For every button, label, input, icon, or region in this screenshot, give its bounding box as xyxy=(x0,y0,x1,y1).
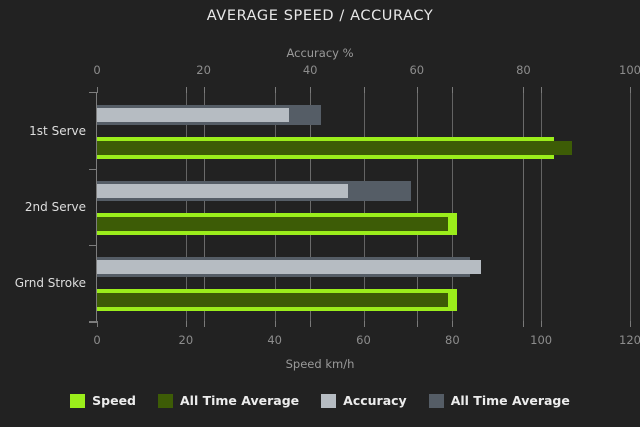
plot-area xyxy=(97,93,630,321)
bar-accuracy xyxy=(97,184,348,198)
legend-swatch-icon xyxy=(321,393,337,408)
tick-mark xyxy=(186,321,187,327)
bar-speed-all-time-average xyxy=(97,217,448,231)
tick-mark xyxy=(417,87,418,93)
tick-mark xyxy=(523,321,524,327)
legend-label: Accuracy xyxy=(343,393,407,408)
tick-mark xyxy=(452,321,453,327)
tick-mark xyxy=(364,87,365,93)
category-separator-tick xyxy=(89,321,97,322)
tick-label: 80 xyxy=(445,333,460,347)
tick-mark xyxy=(417,321,418,327)
category-separator-tick xyxy=(89,245,97,246)
tick-mark xyxy=(541,87,542,93)
tick-label: 120 xyxy=(619,333,640,347)
tick-label: 20 xyxy=(196,63,211,77)
gridline xyxy=(630,93,631,321)
bar-accuracy xyxy=(97,108,289,122)
tick-label: 40 xyxy=(302,63,318,77)
tick-mark xyxy=(310,87,311,93)
tick-mark xyxy=(97,87,98,93)
legend-label: All Time Average xyxy=(450,393,570,408)
top-axis-title: Accuracy % xyxy=(286,46,354,60)
tick-mark xyxy=(541,321,542,327)
y-axis-spine xyxy=(96,92,97,322)
y-axis-top-cap xyxy=(89,92,97,93)
legend-swatch-icon xyxy=(70,393,86,408)
gridline xyxy=(364,93,365,321)
tick-mark xyxy=(186,87,187,93)
gridline xyxy=(452,93,453,321)
tick-label: 60 xyxy=(356,333,371,347)
legend-item[interactable]: Speed xyxy=(70,393,136,408)
tick-label: 100 xyxy=(619,63,640,77)
tick-label: 20 xyxy=(178,333,194,347)
tick-mark xyxy=(275,321,276,327)
tick-mark xyxy=(204,87,205,93)
bar-speed-all-time-average xyxy=(97,141,573,155)
gridline xyxy=(417,93,418,321)
legend-item[interactable]: All Time Average xyxy=(428,393,570,408)
legend-swatch-icon xyxy=(158,393,173,408)
legend-swatch-icon xyxy=(428,393,444,408)
category-label-grnd-stroke: Grnd Stroke xyxy=(14,276,86,290)
tick-mark xyxy=(630,321,631,327)
legend-label: All Time Average xyxy=(180,393,300,408)
gridline xyxy=(310,93,311,321)
tick-mark xyxy=(364,321,365,327)
gridline xyxy=(204,93,205,321)
category-label-1st-serve: 1st Serve xyxy=(29,124,86,138)
bar-speed-all-time-average xyxy=(97,293,448,307)
tick-mark xyxy=(310,321,311,327)
tick-label: 0 xyxy=(93,63,101,77)
category-label-2nd-serve: 2nd Serve xyxy=(24,200,86,214)
tick-mark xyxy=(523,87,524,93)
gridline xyxy=(541,93,542,321)
tick-label: 60 xyxy=(409,63,425,77)
legend-item[interactable]: Accuracy xyxy=(321,393,407,408)
legend-label: Speed xyxy=(92,393,136,408)
tick-mark xyxy=(275,87,276,93)
y-axis-bottom-cap xyxy=(89,322,97,323)
tick-mark xyxy=(97,321,98,327)
bar-accuracy xyxy=(97,260,481,274)
gridline xyxy=(186,93,187,321)
tick-mark xyxy=(204,321,205,327)
tick-mark xyxy=(630,87,631,93)
tick-label: 0 xyxy=(93,333,101,347)
gridlines xyxy=(97,93,631,321)
category-separator-tick xyxy=(89,169,97,170)
tick-label: 80 xyxy=(516,63,531,77)
gridline xyxy=(275,93,276,321)
chart-legend: Speed All Time Average Accuracy All Time Av… xyxy=(0,393,640,408)
chart-title: AVERAGE SPEED / ACCURACY xyxy=(206,8,434,24)
tick-label: 100 xyxy=(530,333,553,347)
gridline xyxy=(523,93,524,321)
legend-item[interactable]: All Time Average xyxy=(158,393,299,408)
tick-mark xyxy=(452,87,453,93)
bottom-axis-title: Speed km/h xyxy=(285,357,355,371)
tick-label: 40 xyxy=(267,333,282,347)
